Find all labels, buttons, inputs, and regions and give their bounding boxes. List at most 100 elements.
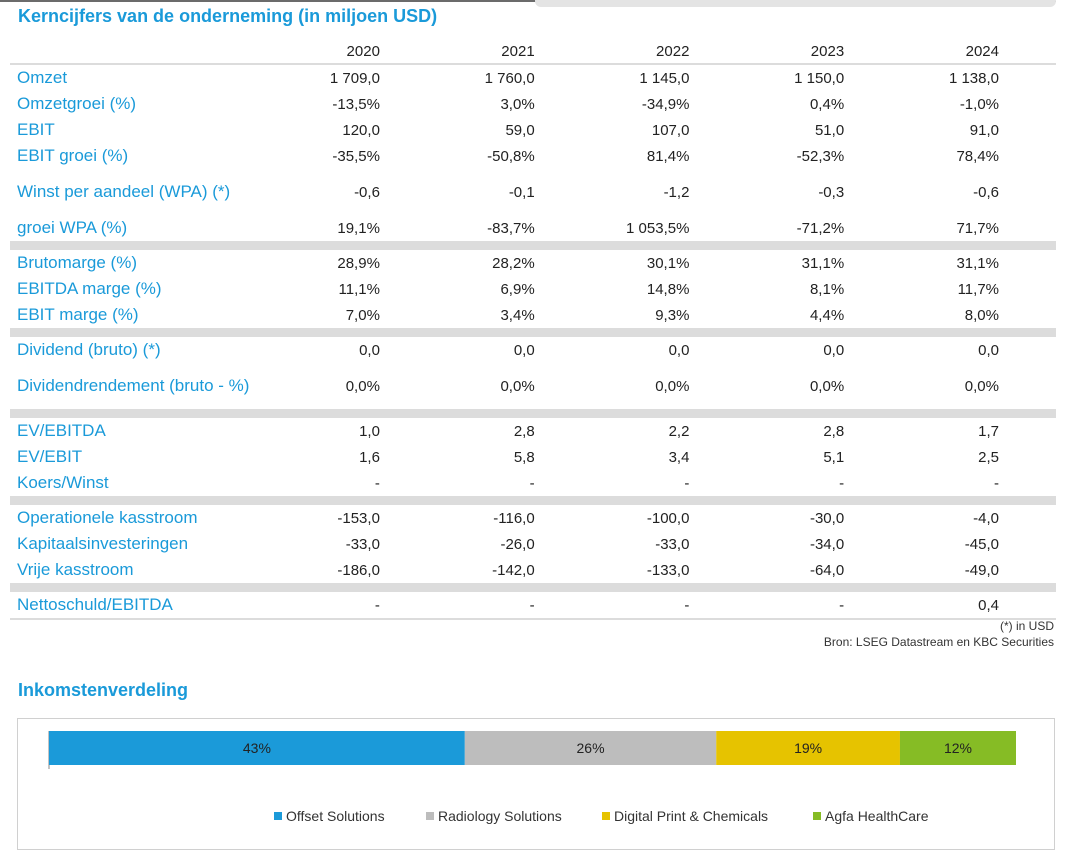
cell-value: 3,0% [500,95,535,113]
income-chart: 43% 26% 19% 12% [17,718,1055,850]
cell-value: -52,3% [796,147,845,165]
table-row: Koers/Winst - - - - - [10,470,1056,496]
legend-swatch [426,812,434,820]
cell-value: 78,4% [956,147,999,165]
cell-value: 71,7% [956,219,999,237]
cell-value: 3,4% [500,306,535,324]
cell-value: -116,0 [493,509,535,527]
cell-value: -0,6 [354,183,380,201]
legend-item: Agfa HealthCare [813,808,929,824]
row-label: Brutomarge (%) [17,253,137,272]
table-row: Omzetgroei (%) -13,5% 3,0% -34,9% 0,4% -1,0% [10,91,1056,117]
row-label: Vrije kasstroom [17,560,134,579]
cell-value: 1 150,0 [794,69,845,87]
cell-value: -35,5% [332,147,380,165]
cell-value: -1,2 [663,183,690,201]
cell-value: 6,9% [500,280,535,298]
row-label: Operationele kasstroom [17,508,198,527]
cell-value: 14,8% [646,280,690,298]
table-row: EBITDA marge (%) 11,1% 6,9% 14,8% 8,1% 11,7% [10,276,1056,302]
table-row: Winst per aandeel (WPA) (*) -0,6 -0,1 -1,2 -… [10,169,1056,215]
cell-value: 51,0 [814,121,845,139]
row-label: EBIT groei (%) [17,146,129,165]
table-row: Nettoschuld/EBITDA - - - - 0,4 [10,592,1056,618]
top-rule [0,0,1056,7]
legend-swatch [274,812,282,820]
row-label: Omzet [17,68,68,87]
bar-data-label: 19% [794,740,822,756]
cell-value: 0,0% [345,377,380,395]
year-header: 2022 [656,43,690,60]
cell-value: 0,0% [500,377,535,395]
cell-value: 4,4% [809,306,845,324]
cell-value: -0,1 [508,183,535,201]
cell-value: 5,8 [513,448,535,466]
cell-value: 2,5 [978,448,999,466]
bar-segment [464,731,717,765]
row-label: Omzetgroei (%) [17,94,137,113]
row-label: EV/EBITDA [17,421,106,440]
table-row: EV/EBITDA 1,0 2,8 2,2 2,8 1,7 [10,418,1056,444]
table-row: Vrije kasstroom -186,0 -142,0 -133,0 -64,0 -4… [10,557,1056,583]
cell-value: 0,0 [668,341,690,359]
cell-value: 3,4 [668,448,690,466]
cell-value: - [684,474,690,492]
group-separator [10,583,1056,592]
year-header: 2021 [501,43,535,60]
bar-segment [49,731,465,765]
cell-value: 9,3% [655,306,690,324]
cell-value: 81,4% [646,147,690,165]
row-label: Koers/Winst [17,473,109,492]
year-header: 2023 [810,43,845,60]
cell-value: 0,0% [964,377,999,395]
legend-item: Offset Solutions [274,808,385,824]
cell-value: -186,0 [337,561,380,579]
cell-value: - [374,596,380,614]
year-header: 2020 [346,43,380,60]
cell-value: -13,5% [332,95,380,113]
cell-value: 2,8 [823,422,845,440]
cell-value: - [529,474,535,492]
legend-label: Digital Print & Chemicals [614,808,769,824]
bar-data-label: 12% [944,740,972,756]
cell-value: 1,0 [359,422,380,440]
cell-value: -33,0 [345,535,380,553]
cell-value: - [839,474,845,492]
cell-value: -45,0 [964,535,999,553]
cell-value: -1,0% [959,95,999,113]
year-header: 2024 [965,43,999,60]
row-label: EV/EBIT [17,447,83,466]
year-header-row: 2020 2021 2022 2023 2024 [10,40,1056,63]
cell-value: - [684,596,690,614]
row-label: Dividend (bruto) (*) [17,340,161,359]
cell-value: - [839,596,845,614]
cell-value: 0,4 [978,596,999,614]
cell-value: 1 709,0 [329,69,380,87]
header-divider [10,63,1056,65]
cell-value: 11,7% [957,280,999,298]
cell-value: 91,0 [969,121,999,139]
cell-value: -30,0 [809,509,845,527]
cell-value: -153,0 [337,509,380,527]
row-label: Nettoschuld/EBITDA [17,595,173,614]
row-label: groei WPA (%) [17,218,128,237]
cell-value: -34,0 [809,535,845,553]
bar-segment [899,731,1016,765]
table-bottom-divider [10,618,1056,620]
cell-value: 0,0% [809,377,845,395]
cell-value: 1,6 [359,448,380,466]
table-row: EBIT 120,0 59,0 107,0 51,0 91,0 [10,117,1056,143]
cell-value: -64,0 [809,561,845,579]
table-row: groei WPA (%) 19,1% -83,7% 1 053,5% -71,2% 71… [10,215,1056,241]
cell-value: 1 138,0 [948,69,999,87]
row-label: EBIT marge (%) [17,305,139,324]
table-row: Kapitaalsinvesteringen -33,0 -26,0 -33,0 -34… [10,531,1056,557]
table-row: Omzet 1 709,0 1 760,0 1 145,0 1 150,0 1 138,0 [10,65,1056,91]
cell-value: 0,0% [655,377,690,395]
cell-value: 2,8 [513,422,535,440]
footnote: (*) in USD [999,619,1054,633]
stacked-bar-chart: 43% 26% 19% 12% [48,731,1016,769]
table-row: EBIT marge (%) 7,0% 3,4% 9,3% 4,4% 8,0% [10,302,1056,328]
cell-value: -142,0 [492,561,535,579]
cell-value: 31,1% [801,254,845,272]
